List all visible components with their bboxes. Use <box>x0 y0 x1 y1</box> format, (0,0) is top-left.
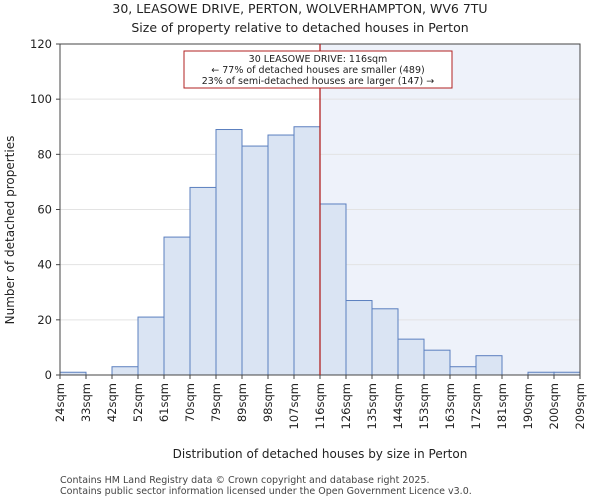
histogram-bar <box>163 236 191 376</box>
x-tick-label: 181sqm <box>495 383 509 429</box>
footer-line2: Contains public sector information licen… <box>60 486 472 497</box>
annotation-line3: 23% of semi-detached houses are larger (… <box>202 76 435 87</box>
histogram-bar <box>423 349 451 376</box>
histogram-bar <box>319 203 347 376</box>
histogram-bar <box>267 134 295 376</box>
y-axis-label: Number of detached properties <box>3 136 17 325</box>
annotation-box: 30 LEASOWE DRIVE: 116sqm ← 77% of detach… <box>183 50 453 89</box>
annotation-line1: 30 LEASOWE DRIVE: 116sqm <box>249 54 388 65</box>
x-tick-label: 42sqm <box>105 383 119 422</box>
x-tick-label: 200sqm <box>547 383 561 429</box>
histogram-bar <box>475 355 503 376</box>
y-tick-label: 0 <box>45 368 52 382</box>
histogram-bar <box>137 316 165 376</box>
x-tick-label: 52sqm <box>131 383 145 422</box>
histogram-bar <box>371 308 399 376</box>
x-tick-label: 98sqm <box>261 383 275 422</box>
annotation-line2: ← 77% of detached houses are smaller (48… <box>211 65 424 76</box>
x-axis-label: Distribution of detached houses by size … <box>173 447 468 461</box>
x-tick-label: 135sqm <box>365 383 379 429</box>
y-tick-label: 40 <box>37 258 52 272</box>
y-tick-label: 60 <box>37 203 52 217</box>
histogram-bar <box>293 126 321 376</box>
x-tick-label: 116sqm <box>313 383 327 429</box>
histogram-bar <box>241 145 269 376</box>
x-tick-label: 61sqm <box>157 383 171 422</box>
x-tick-label: 89sqm <box>235 383 249 422</box>
histogram-bar <box>111 366 139 376</box>
x-tick-label: 172sqm <box>469 383 483 429</box>
x-tick-label: 33sqm <box>79 383 93 422</box>
footer-line1: Contains HM Land Registry data © Crown c… <box>60 475 430 486</box>
histogram-bar <box>449 366 477 376</box>
chart-title-line2: Size of property relative to detached ho… <box>131 20 468 35</box>
x-tick-label: 209sqm <box>573 383 587 429</box>
x-tick-label: 79sqm <box>209 383 223 422</box>
histogram-bar <box>397 338 425 376</box>
y-tick-label: 80 <box>37 147 52 161</box>
y-tick-label: 100 <box>30 92 52 106</box>
chart-title-line1: 30, LEASOWE DRIVE, PERTON, WOLVERHAMPTON… <box>112 1 487 16</box>
x-tick-label: 153sqm <box>417 383 431 429</box>
x-tick-label: 144sqm <box>391 383 405 429</box>
y-tick-label: 20 <box>37 313 52 327</box>
histogram-bar <box>345 300 373 376</box>
y-tick-label: 120 <box>30 37 52 51</box>
x-tick-label: 190sqm <box>521 383 535 429</box>
x-tick-label: 24sqm <box>53 383 67 422</box>
x-tick-label: 163sqm <box>443 383 457 429</box>
histogram-bar <box>189 186 217 376</box>
histogram-bar <box>215 129 243 376</box>
x-tick-label: 126sqm <box>339 383 353 429</box>
x-tick-label: 107sqm <box>287 383 301 429</box>
x-tick-label: 70sqm <box>183 383 197 422</box>
